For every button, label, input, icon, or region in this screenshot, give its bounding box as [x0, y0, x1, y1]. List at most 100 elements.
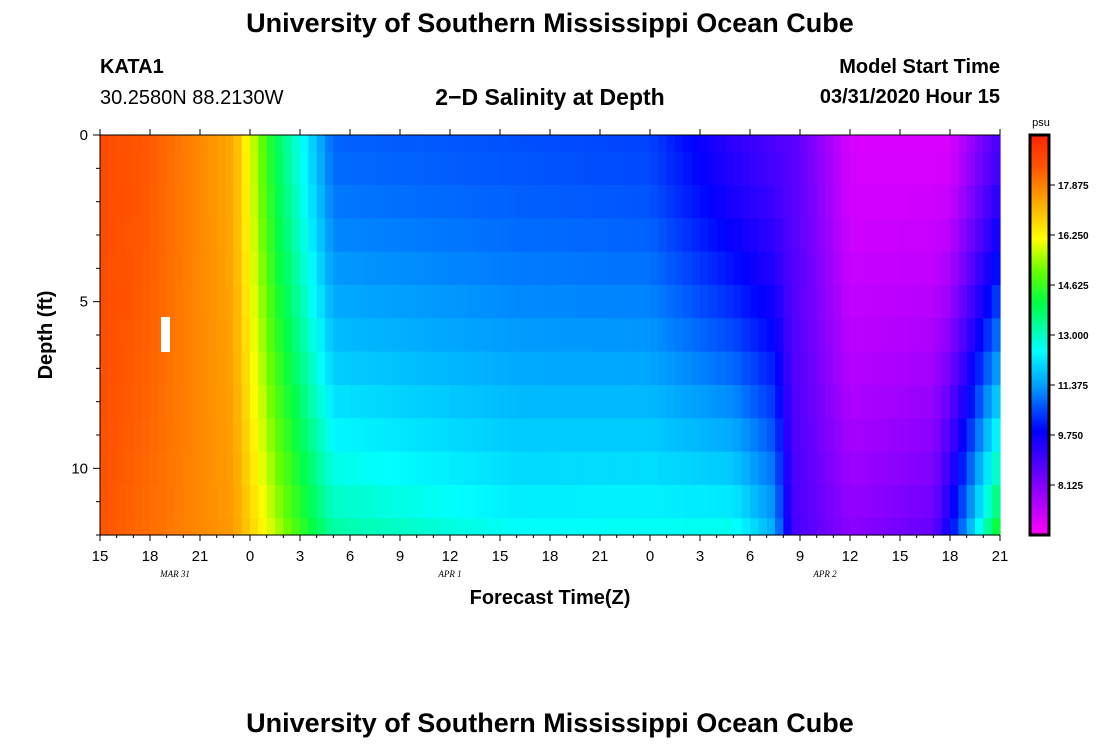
heatmap-cell: [183, 418, 193, 453]
heatmap-cell: [258, 135, 268, 153]
heatmap-cell: [791, 485, 801, 519]
heatmap-cell: [391, 218, 401, 253]
heatmap-cell: [916, 418, 926, 453]
heatmap-cell: [566, 385, 576, 419]
heatmap-cell: [283, 318, 293, 353]
heatmap-cell: [658, 151, 668, 186]
heatmap-cell: [208, 418, 218, 453]
heatmap-cell: [800, 285, 809, 319]
heatmap-cell: [525, 318, 534, 353]
heatmap-cell: [633, 151, 643, 186]
heatmap-cell: [291, 485, 301, 519]
heatmap-cell: [316, 218, 326, 253]
heatmap-cell: [366, 285, 376, 319]
heatmap-cell: [833, 185, 843, 219]
heatmap-cell: [433, 418, 443, 453]
heatmap-cell: [675, 318, 684, 353]
heatmap-cell: [733, 485, 743, 519]
heatmap-cell: [783, 518, 793, 536]
heatmap-cell: [691, 385, 701, 419]
heatmap-cell: [275, 485, 284, 519]
heatmap-cell: [416, 318, 426, 353]
heatmap-cell: [850, 418, 859, 453]
heatmap-cell: [566, 185, 576, 219]
heatmap-cell: [808, 218, 818, 253]
heatmap-cell: [216, 485, 226, 519]
heatmap-cell: [916, 185, 926, 219]
heatmap-cell: [233, 318, 243, 353]
heatmap-cell: [450, 185, 459, 219]
heatmap-cell: [366, 251, 376, 286]
heatmap-cell: [591, 318, 601, 353]
heatmap-cell: [308, 485, 318, 519]
heatmap-cell: [491, 318, 501, 353]
heatmap-cell: [208, 151, 218, 186]
heatmap-cell: [675, 135, 684, 153]
heatmap-cell: [183, 185, 193, 219]
heatmap-cell: [725, 318, 734, 353]
heatmap-cell: [533, 485, 543, 519]
heatmap-cell: [516, 485, 526, 519]
heatmap-cell: [150, 151, 159, 186]
heatmap-cell: [133, 251, 143, 286]
heatmap-cell: [158, 518, 168, 536]
heatmap-cell: [625, 418, 634, 453]
heatmap-cell: [441, 185, 451, 219]
heatmap-cell: [683, 385, 693, 419]
heatmap-cell: [933, 318, 943, 353]
heatmap-cell: [833, 451, 843, 486]
heatmap-cell: [100, 251, 109, 286]
heatmap-cell: [475, 251, 484, 286]
heatmap-cell: [825, 318, 834, 353]
heatmap-cell: [883, 151, 893, 186]
heatmap-cell: [183, 518, 193, 536]
heatmap-cell: [783, 135, 793, 153]
heatmap-cell: [200, 518, 209, 536]
heatmap-cell: [958, 485, 968, 519]
heatmap-cell: [558, 135, 568, 153]
heatmap-cell: [433, 351, 443, 386]
heatmap-cell: [550, 451, 559, 486]
heatmap-cell: [950, 318, 959, 353]
heatmap-cell: [541, 185, 551, 219]
heatmap-cell: [333, 485, 343, 519]
heatmap-cell: [416, 185, 426, 219]
heatmap-cell: [716, 135, 726, 153]
heatmap-cell: [708, 418, 718, 453]
heatmap-cell: [291, 518, 301, 536]
heatmap-cell: [866, 218, 876, 253]
heatmap-cell: [650, 385, 659, 419]
heatmap-cell: [716, 351, 726, 386]
heatmap-cell: [558, 218, 568, 253]
heatmap-cell: [766, 285, 776, 319]
heatmap-cell: [300, 385, 309, 419]
heatmap-cell: [616, 185, 626, 219]
heatmap-cell: [241, 151, 251, 186]
heatmap-cell: [825, 151, 834, 186]
heatmap-cell: [458, 185, 468, 219]
heatmap-cell: [450, 451, 459, 486]
heatmap-cell: [850, 185, 859, 219]
heatmap-cell: [616, 218, 626, 253]
heatmap-cell: [983, 518, 993, 536]
heatmap-cell: [133, 485, 143, 519]
heatmap-cell: [391, 418, 401, 453]
heatmap-cell: [558, 451, 568, 486]
heatmap-cell: [941, 451, 951, 486]
heatmap-cell: [266, 351, 276, 386]
heatmap-cell: [733, 151, 743, 186]
heatmap-cell: [366, 385, 376, 419]
heatmap-cell: [425, 451, 434, 486]
heatmap-cell: [291, 418, 301, 453]
heatmap-cell: [975, 251, 984, 286]
heatmap-cell: [116, 135, 126, 153]
heatmap-cell: [925, 151, 934, 186]
heatmap-cell: [683, 185, 693, 219]
heatmap-cell: [841, 218, 851, 253]
heatmap-cell: [341, 318, 351, 353]
heatmap-cell: [375, 185, 384, 219]
heatmap-cell: [350, 351, 359, 386]
heatmap-cell: [516, 218, 526, 253]
heatmap-cell: [375, 451, 384, 486]
heatmap-cell: [975, 351, 984, 386]
